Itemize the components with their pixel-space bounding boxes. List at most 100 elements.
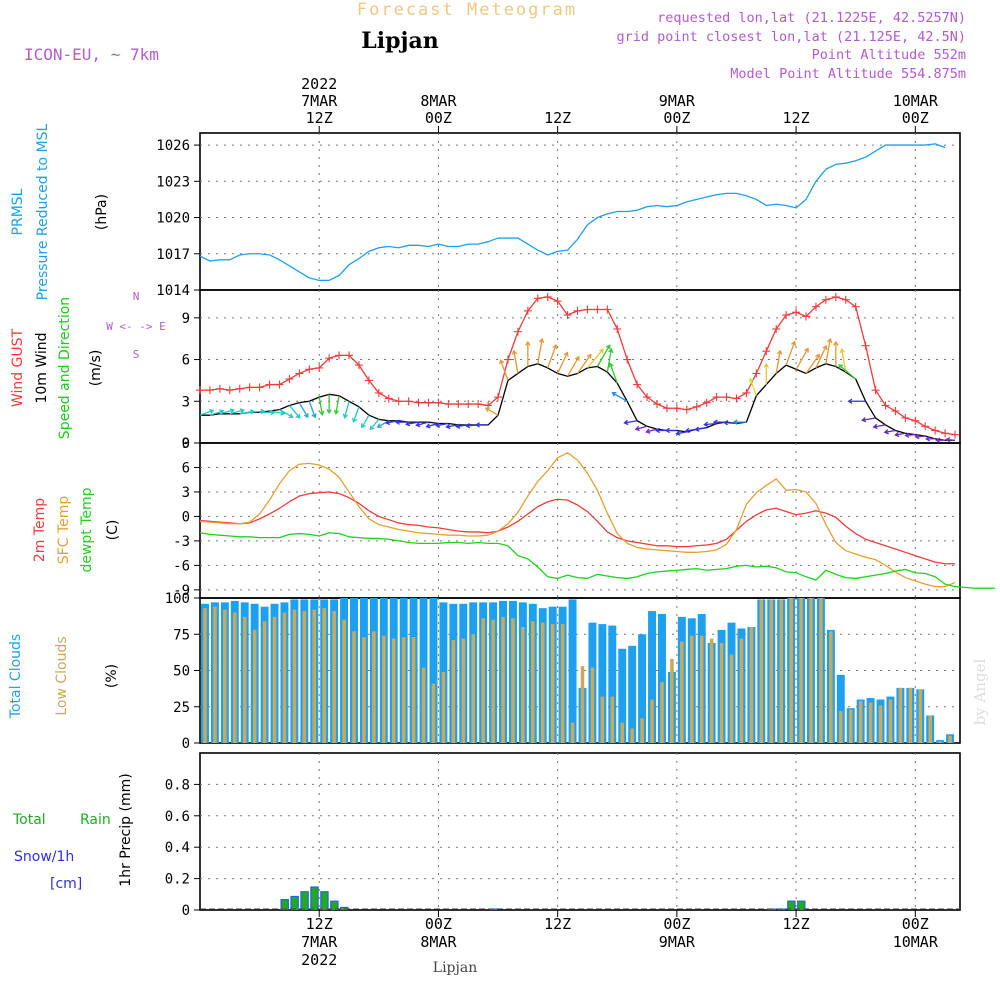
wind-arrow — [635, 425, 648, 430]
precip-bar — [788, 901, 795, 910]
low-cloud-bar — [580, 666, 585, 743]
low-cloud-bar — [431, 683, 436, 743]
wind-arrow-head — [369, 425, 375, 431]
low-cloud-bar — [471, 634, 475, 743]
low-cloud-bar — [550, 624, 555, 743]
wind-arrow — [547, 344, 557, 369]
low-cloud-bar — [272, 616, 277, 743]
top-xtick-label: 12Z — [306, 109, 333, 127]
low-cloud-bar — [948, 735, 952, 743]
pressure-ylabel-short: PRMSL — [10, 188, 26, 235]
wind-arrow-head — [791, 340, 797, 346]
wind-arrow-head — [861, 417, 867, 423]
low-cloud-bar — [560, 624, 565, 743]
wind-arrow — [586, 348, 604, 369]
wind-ylabel-gust: Wind GUST — [10, 328, 26, 407]
bottom-xtick-label: 10MAR — [893, 933, 939, 951]
bottom-xtick-label: 2022 — [301, 951, 337, 969]
wind-arrow-head — [945, 437, 951, 443]
wind-arrow-head — [239, 408, 245, 414]
low-cloud-bar — [839, 711, 843, 743]
wind-arrow-head — [634, 425, 640, 432]
wind-arrow-head — [229, 408, 235, 414]
precip-legend-rain: Rain — [80, 812, 111, 828]
top-xtick-label: 12Z — [783, 109, 810, 127]
low-cloud-bar — [282, 612, 287, 743]
wind-arrow — [269, 410, 285, 415]
cloud-ylabel-total: Total Clouds — [8, 634, 24, 719]
low-cloud-bar — [878, 705, 883, 743]
wind-arrow-head — [804, 347, 809, 353]
wind-arrow — [795, 348, 809, 370]
low-cloud-bar — [759, 599, 764, 743]
wind-arrow-head — [326, 409, 332, 415]
low-cloud-bar — [302, 611, 307, 743]
low-cloud-bar — [660, 682, 664, 743]
total-cloud-bar — [568, 599, 577, 743]
precip-legend-total: Total — [12, 812, 46, 828]
precip-bar — [311, 887, 318, 910]
wind-arrow — [838, 364, 857, 380]
top-xtick-label: 00Z — [663, 109, 690, 127]
wind-arrow — [352, 406, 360, 422]
wind-arrow — [624, 420, 638, 424]
wind-arrow-head — [675, 430, 681, 436]
wind-arrow — [612, 392, 628, 402]
low-cloud-bar — [600, 696, 605, 743]
wind-arrow — [209, 410, 224, 416]
low-cloud-bar — [938, 741, 942, 743]
wind-arrow-head — [586, 353, 592, 359]
wind-arrow — [704, 422, 717, 426]
wind-arrow — [805, 354, 820, 374]
precip-ytick-label: 0.4 — [165, 840, 190, 856]
wind-arrow-head — [872, 423, 878, 430]
wind-arrow-head — [703, 421, 709, 428]
precip-bar — [291, 897, 298, 910]
wind-arrow — [249, 410, 265, 414]
top-xtick-label: 00Z — [902, 109, 929, 127]
temperature-frame — [199, 442, 961, 599]
wind-arrow-head — [763, 362, 769, 368]
wind-arrow — [436, 422, 449, 427]
location-title: Lipjan — [361, 28, 438, 54]
top-xtick-label: 12Z — [544, 109, 571, 127]
wind-arrow — [749, 378, 757, 396]
wind-arrow-head — [839, 347, 845, 354]
low-cloud-bar — [421, 667, 426, 743]
wind-arrow — [946, 438, 956, 441]
wind-arrow-head — [288, 413, 294, 419]
precip-bar — [798, 901, 805, 910]
wind-arrow — [229, 409, 244, 415]
wind-arrow-head — [732, 419, 738, 425]
wind-arrow-head — [249, 409, 256, 415]
wind-arrow-head — [415, 421, 421, 428]
wind-arrow-head — [425, 423, 431, 429]
low-cloud-bar — [858, 700, 863, 743]
low-cloud-bar — [461, 638, 466, 743]
wind-arrow-head — [847, 398, 853, 404]
temperature-ytick-label: -9 — [173, 583, 190, 599]
wind-arrow — [785, 341, 796, 366]
wind-ylabel-unit: (m/s) — [88, 350, 104, 387]
low-cloud-bar — [391, 638, 396, 743]
wind-ytick-label: 0 — [182, 436, 190, 452]
low-cloud-bar — [401, 637, 406, 743]
wind-arrow — [335, 395, 340, 414]
low-cloud-bar — [441, 671, 446, 743]
wind-arrow — [576, 354, 592, 374]
product-title: Forecast Meteogram — [357, 0, 577, 20]
total-cloud-bar — [598, 624, 607, 743]
total-cloud-bar — [628, 645, 637, 743]
low-cloud-bar — [511, 618, 515, 743]
wind-arrow — [343, 401, 350, 418]
wind-arrow — [279, 409, 293, 418]
pressure-ytick-label: 1020 — [156, 211, 190, 227]
wind-arrow-head — [723, 420, 729, 426]
clouds-ytick-label: 0 — [182, 736, 190, 752]
wind-arrow — [361, 414, 370, 428]
wind-arrow-head — [474, 422, 480, 428]
wind-arrow-head — [405, 421, 411, 427]
wind-arrow — [369, 418, 380, 430]
low-cloud-bar — [809, 598, 813, 743]
